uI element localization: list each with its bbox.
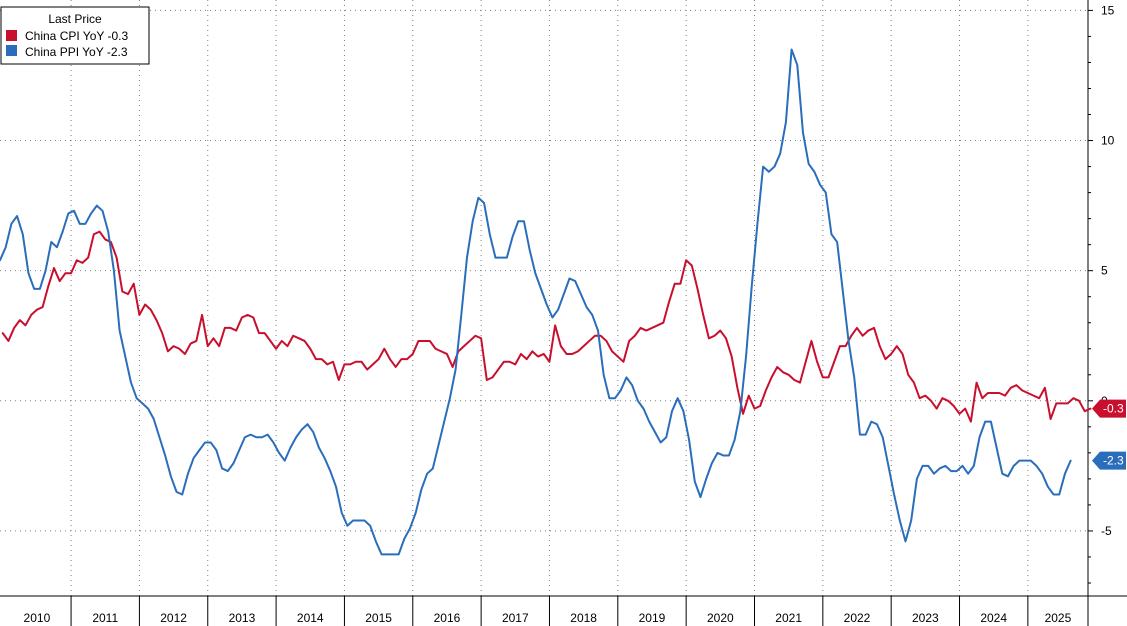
series-line-ppi (0, 48, 1072, 556)
legend-label-cpi: China CPI YoY -0.3 (25, 29, 129, 43)
y-tick-label: 15 (1101, 3, 1115, 17)
last-value-badge (1092, 451, 1126, 470)
x-tick-label: 2023 (912, 611, 939, 625)
series-line-cpi (1, 230, 1092, 423)
legend-swatch-cpi (6, 30, 17, 41)
badge-layer: -0.3 -2.3 (1092, 399, 1126, 470)
x-tick-label: 2018 (570, 611, 597, 625)
x-tick-label: 2017 (502, 611, 529, 625)
x-tick-label: 2015 (365, 611, 392, 625)
series-layer (0, 48, 1092, 556)
x-tick-label: 2011 (92, 611, 118, 625)
y-tick-label: 10 (1101, 134, 1115, 148)
last-value-label: -2.3 (1103, 454, 1124, 468)
legend-label-ppi: China PPI YoY -2.3 (25, 45, 128, 59)
x-tick-label: 2024 (980, 611, 1007, 625)
legend-swatch-ppi (6, 45, 17, 56)
y-tick-label: -5 (1101, 524, 1112, 538)
legend-box (0, 6, 150, 65)
x-tick-label: 2025 (1045, 611, 1072, 625)
x-tick-label: 2014 (297, 611, 324, 625)
legend-title: Last Price (48, 12, 102, 26)
x-tick-label: 2012 (160, 611, 187, 625)
x-tick-label: 2021 (775, 611, 802, 625)
x-tick-label: 2022 (844, 611, 871, 625)
x-tick-label: 2010 (24, 611, 51, 625)
x-tick-label: 2019 (639, 611, 666, 625)
last-value-label: -0.3 (1103, 402, 1124, 416)
x-tick-label: 2016 (434, 611, 461, 625)
y-tick-label: 5 (1101, 264, 1108, 278)
x-tick-label: 2020 (707, 611, 734, 625)
last-value-badge (1092, 399, 1126, 418)
x-tick-label: 2013 (229, 611, 256, 625)
legend: Last Price China CPI YoY -0.3 China PPI … (0, 6, 150, 65)
